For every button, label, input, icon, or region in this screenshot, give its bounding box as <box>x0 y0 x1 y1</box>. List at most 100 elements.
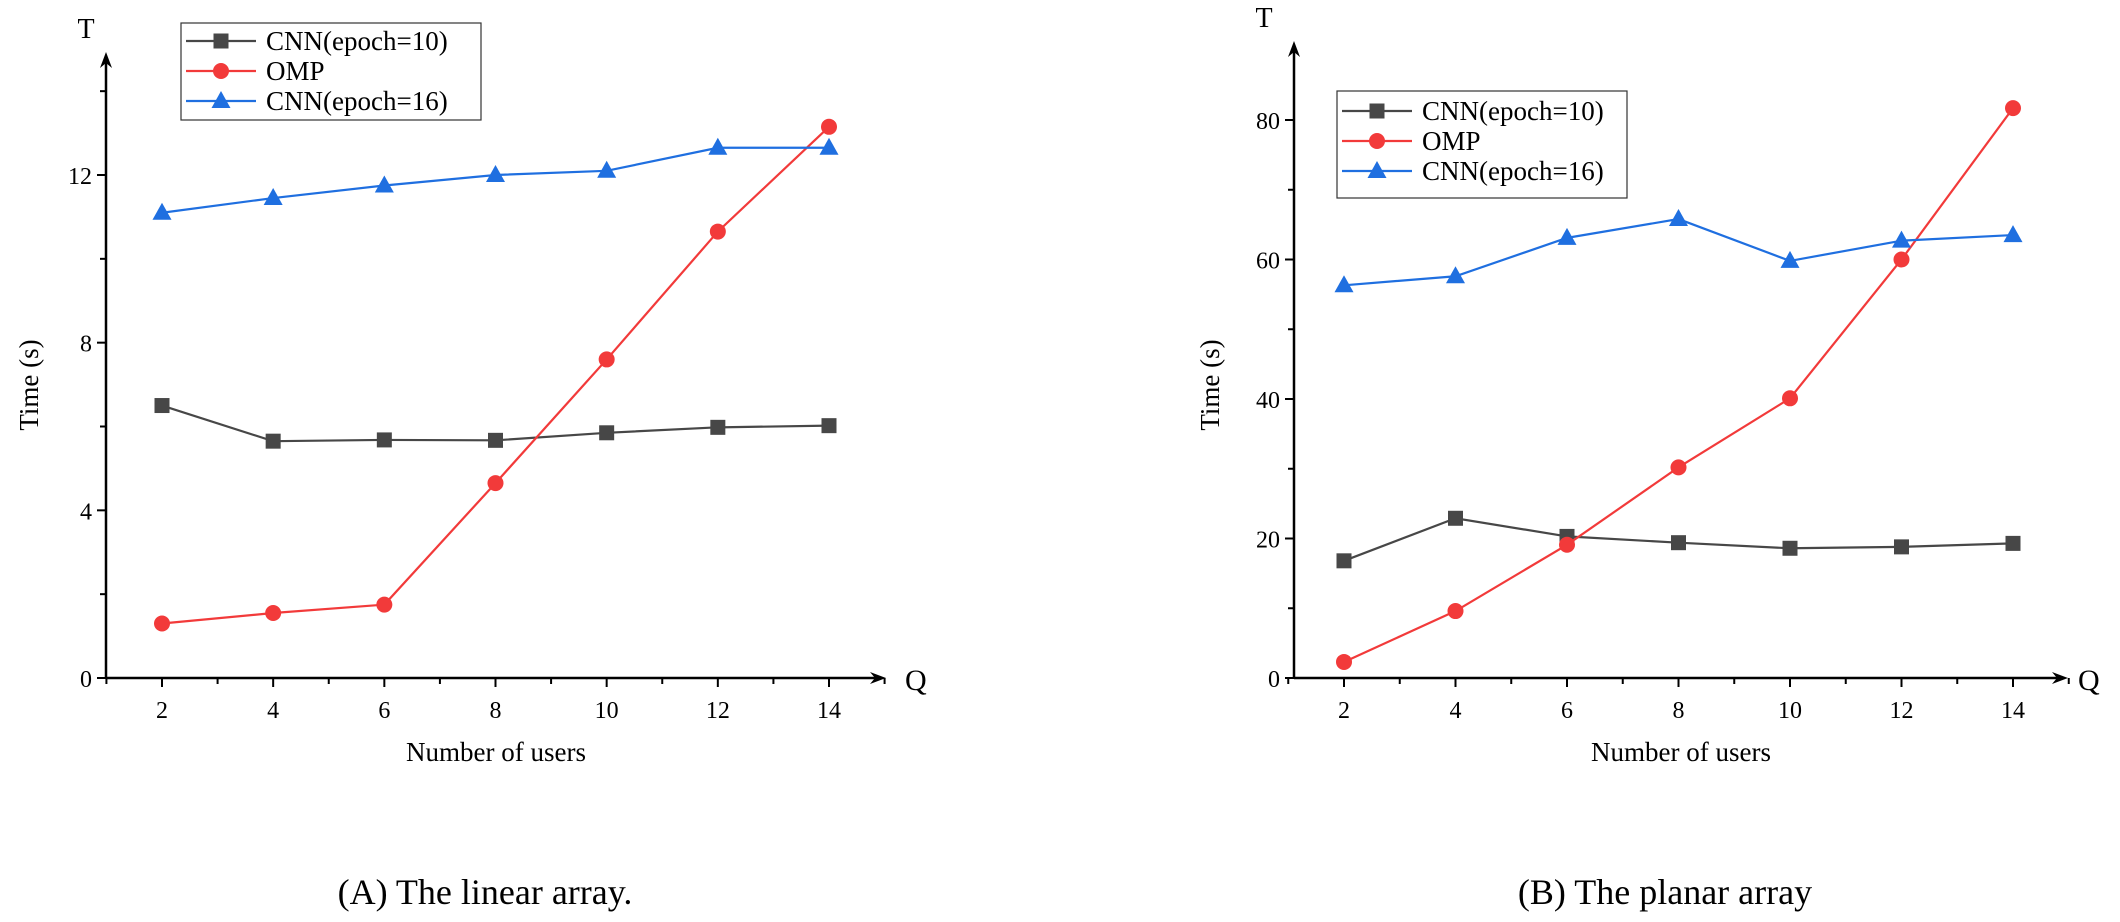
chart-panel-0: T Q 2 4 6 8 10 12 14 0 4 8 12 Number of users Time (s)… <box>14 14 927 912</box>
y-tick-label: 8 <box>80 332 92 358</box>
data-point-cnn16 <box>1446 266 1465 284</box>
legend-marker-omp <box>1369 133 1385 149</box>
data-point-omp <box>376 596 393 613</box>
legend-marker-cnn10 <box>1369 103 1385 119</box>
x-tick-label: 4 <box>267 698 279 724</box>
x-tick-label: 12 <box>1890 698 1914 724</box>
data-point-cnn10 <box>154 398 170 414</box>
data-point-cnn16 <box>708 137 728 155</box>
x-tick-label: 8 <box>490 698 502 724</box>
chart-panel-1: T Q 2 4 6 8 10 12 14 0 20 40 60 80 Number of users Time… <box>1195 3 2100 912</box>
series-line-omp <box>161 125 830 625</box>
series-line-cnn16 <box>1343 217 2014 287</box>
data-point-cnn16 <box>1780 250 1800 268</box>
data-point-omp <box>1893 251 1910 268</box>
x-axis-label: Number of users <box>406 737 586 767</box>
x-tick-label: 2 <box>156 698 168 724</box>
y-axis-label: Time (s) <box>14 339 44 430</box>
y-tick-label: 60 <box>1256 249 1280 275</box>
y-tick-label: 20 <box>1256 528 1280 554</box>
legend-marker-cnn16 <box>1367 161 1387 178</box>
y-tick-label: 12 <box>68 164 92 190</box>
legend-marker-cnn16 <box>211 91 231 108</box>
x-tick-label: 6 <box>378 698 390 724</box>
data-point-cnn10 <box>2005 535 2021 551</box>
y-axis-label: Time (s) <box>1195 339 1225 430</box>
data-point-cnn10 <box>599 425 615 441</box>
y-axis-letter: T <box>77 14 94 45</box>
x-axis-letter: Q <box>905 664 927 697</box>
data-point-cnn10 <box>1782 540 1798 556</box>
y-axis-arrow <box>1288 41 1300 57</box>
y-axis-arrow <box>100 52 112 68</box>
data-point-cnn16 <box>597 160 617 178</box>
legend-label: OMP <box>1422 126 1481 156</box>
y-tick-label: 4 <box>80 499 92 525</box>
legend-marker-cnn10 <box>213 33 229 49</box>
x-tick-label: 10 <box>595 698 619 724</box>
legend-label: CNN(epoch=10) <box>266 26 448 56</box>
x-axis-arrow <box>2052 672 2068 684</box>
data-point-omp <box>598 351 615 368</box>
data-point-cnn10 <box>710 419 726 435</box>
data-point-omp <box>821 118 837 135</box>
data-point-omp <box>709 223 726 240</box>
data-point-omp <box>1559 536 1575 553</box>
data-point-cnn10 <box>265 433 281 449</box>
data-point-cnn10 <box>1894 539 1909 555</box>
x-tick-label: 14 <box>817 698 841 724</box>
series-cnn16 <box>152 137 839 220</box>
data-point-cnn10 <box>376 432 392 448</box>
x-tick-label: 12 <box>706 698 730 724</box>
series-cnn10 <box>1336 510 2021 569</box>
data-point-cnn10 <box>1448 510 1463 526</box>
data-point-cnn16 <box>263 188 283 206</box>
x-axis-letter: Q <box>2078 664 2100 697</box>
data-point-cnn16 <box>1892 230 1911 248</box>
data-point-cnn16 <box>1334 275 1354 293</box>
data-point-cnn16 <box>152 202 172 220</box>
data-point-omp <box>1447 603 1464 620</box>
data-point-cnn10 <box>1671 535 1686 551</box>
data-point-omp <box>1782 390 1798 407</box>
x-axis-label: Number of users <box>1591 737 1771 767</box>
x-tick-label: 10 <box>1778 698 1802 724</box>
data-point-omp <box>487 475 504 492</box>
data-point-cnn16 <box>2003 225 2023 243</box>
data-point-cnn16 <box>819 137 839 155</box>
series-cnn16 <box>1334 209 2023 293</box>
legend-label: CNN(epoch=10) <box>1422 96 1604 126</box>
data-point-omp <box>154 615 170 632</box>
y-tick-label: 0 <box>1268 667 1280 693</box>
x-tick-label: 14 <box>2001 698 2025 724</box>
y-axis-letter: T <box>1255 3 1272 34</box>
data-point-cnn16 <box>486 165 505 182</box>
y-tick-label: 40 <box>1256 388 1280 414</box>
y-tick-label: 80 <box>1256 109 1280 135</box>
chart-caption: (B) The planar array <box>1518 872 1812 912</box>
chart-caption: (A) The linear array. <box>338 872 633 912</box>
data-point-cnn16 <box>1669 209 1688 227</box>
data-point-cnn10 <box>488 432 503 448</box>
legend-label: CNN(epoch=16) <box>266 86 448 116</box>
legend-label: CNN(epoch=16) <box>1422 156 1604 186</box>
x-tick-label: 6 <box>1561 698 1573 724</box>
y-tick-label: 0 <box>80 667 92 693</box>
x-axis-arrow <box>870 672 886 684</box>
series-cnn10 <box>154 398 837 449</box>
data-point-cnn16 <box>1557 227 1577 245</box>
data-point-omp <box>1336 653 1352 670</box>
data-point-cnn10 <box>821 418 837 434</box>
data-point-omp <box>1670 459 1687 476</box>
data-point-omp <box>265 605 282 622</box>
data-point-omp <box>2005 100 2021 117</box>
legend-box <box>1336 90 1628 199</box>
x-tick-label: 4 <box>1450 698 1462 724</box>
x-tick-label: 8 <box>1673 698 1685 724</box>
x-tick-label: 2 <box>1338 698 1350 724</box>
legend-marker-omp <box>213 63 229 79</box>
series-omp <box>1336 100 2021 670</box>
data-point-cnn10 <box>1336 553 1352 569</box>
